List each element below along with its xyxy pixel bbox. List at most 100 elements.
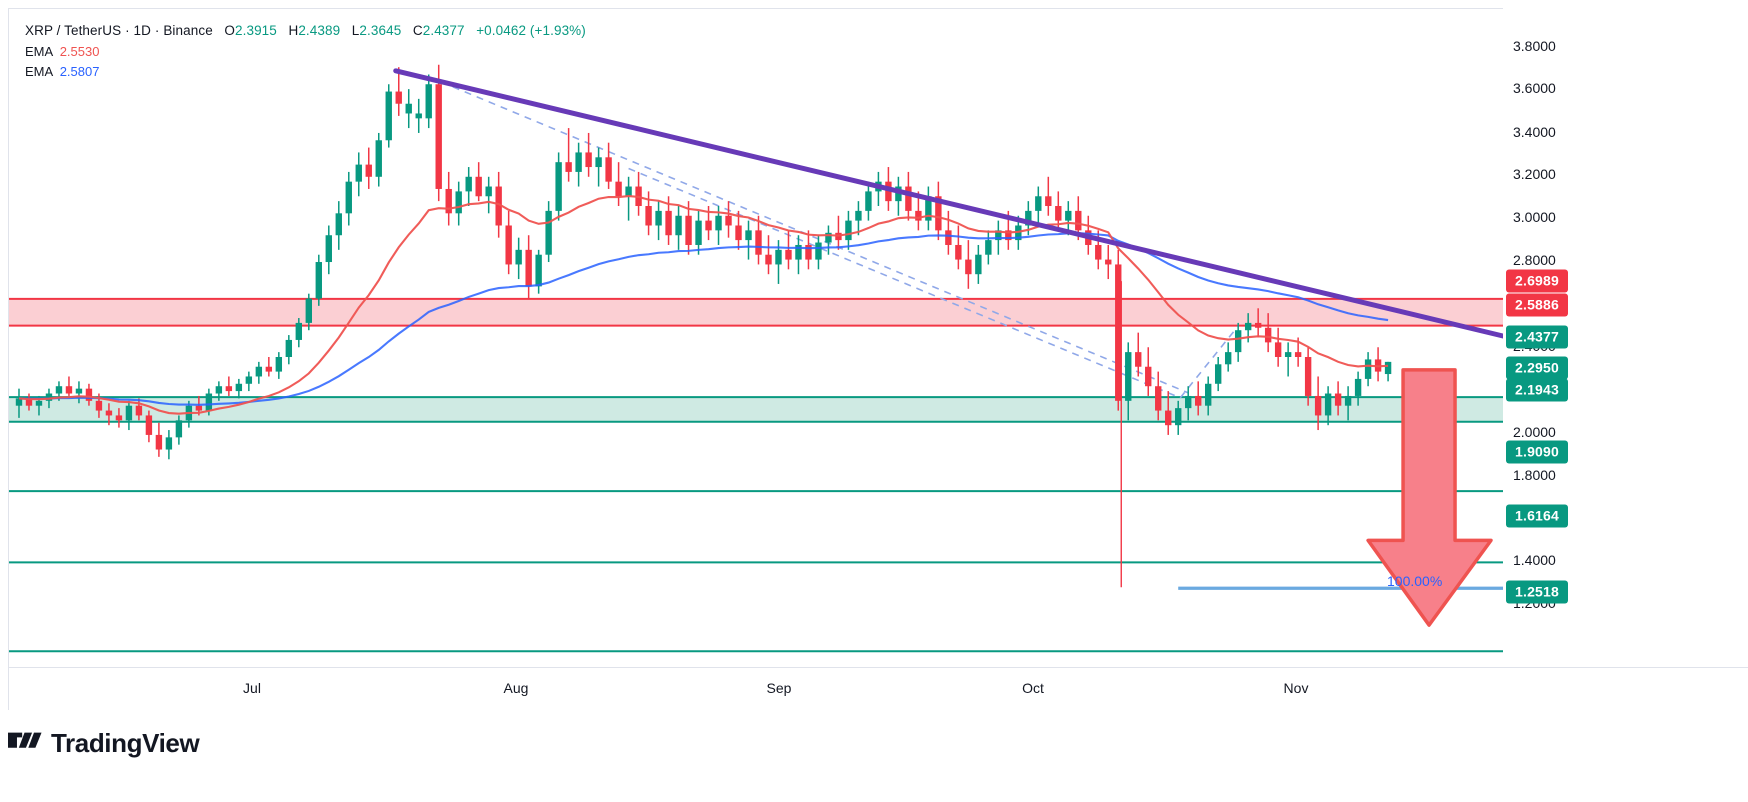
- candle-body: [155, 434, 163, 450]
- price-chart-canvas[interactable]: [9, 9, 1503, 667]
- candle-body: [55, 386, 63, 394]
- ema-slow-label: EMA: [25, 64, 53, 80]
- candle-body: [935, 196, 942, 231]
- candle-body: [745, 230, 752, 241]
- candle-body: [1035, 196, 1042, 211]
- price-tick-label: 3.2000: [1513, 166, 1556, 182]
- symbol-info-row: XRP / TetherUS · 1D · Binance O2.3915 H2…: [25, 21, 586, 41]
- candle-body: [1244, 322, 1252, 331]
- candle-body: [815, 242, 822, 260]
- ema-slow-legend-row[interactable]: EMA 2.5807: [25, 63, 586, 82]
- candle-body: [1324, 393, 1332, 416]
- price-level-badge[interactable]: 2.4377: [1506, 325, 1569, 349]
- zone-support: [9, 397, 1503, 422]
- change-value: +0.0462 (+1.93%): [476, 23, 586, 38]
- time-tick-label: Nov: [1283, 680, 1309, 696]
- candle-body: [1135, 352, 1142, 367]
- candle-body: [575, 152, 582, 172]
- high-key: H: [288, 23, 299, 38]
- price-tick-label: 3.0000: [1513, 209, 1556, 225]
- time-tick-label: Jul: [243, 680, 261, 696]
- candle-body: [1274, 342, 1282, 357]
- candle-body: [615, 181, 622, 197]
- candle-body: [855, 210, 862, 221]
- candle-body: [65, 386, 73, 394]
- candle-body: [545, 210, 552, 255]
- symbol-name[interactable]: XRP / TetherUS: [25, 23, 122, 38]
- candle-body: [945, 230, 952, 245]
- candle-body: [725, 215, 732, 226]
- candle-body: [125, 405, 133, 421]
- price-tick-label: 2.8000: [1513, 252, 1556, 268]
- price-level-badge[interactable]: 2.5886: [1506, 293, 1569, 317]
- candle-body: [825, 232, 832, 243]
- candle-body: [365, 164, 372, 177]
- dashed-channel-lines: [428, 76, 1239, 399]
- candle-body: [1214, 364, 1222, 384]
- candle-body: [455, 191, 462, 214]
- candle-body: [385, 91, 392, 141]
- price-level-badge[interactable]: 1.2518: [1506, 580, 1569, 604]
- candle-body: [25, 398, 33, 406]
- candle-body: [1234, 330, 1242, 353]
- candle-body: [705, 220, 712, 231]
- price-axis[interactable]: 3.80003.60003.40003.20003.00002.80002.40…: [1503, 8, 1748, 668]
- legend-separator-2: ·: [154, 23, 160, 38]
- ema-fast-legend-row[interactable]: EMA 2.5530: [25, 43, 586, 62]
- candle-body: [115, 415, 123, 421]
- candle-body: [265, 366, 273, 372]
- candle-body: [135, 405, 143, 416]
- candle-body: [375, 140, 382, 177]
- candle-body: [205, 393, 213, 411]
- interval-label[interactable]: 1D: [133, 23, 151, 38]
- horizontal-level-lines: [9, 490, 1503, 653]
- bearish-arrow-annotation: [1366, 368, 1493, 627]
- candle-body: [905, 186, 912, 211]
- candle-body: [415, 113, 422, 119]
- candle-body: [715, 215, 722, 231]
- candle-body: [95, 400, 103, 411]
- price-level-badge[interactable]: 1.9090: [1506, 440, 1569, 464]
- ema-fast-value: 2.5530: [59, 43, 100, 59]
- chart-pane[interactable]: XRP / TetherUS · 1D · Binance O2.3915 H2…: [8, 8, 1503, 668]
- candle-body: [1185, 395, 1192, 409]
- candle-body: [735, 225, 742, 241]
- candle-body: [215, 386, 223, 394]
- price-level-badge[interactable]: 1.6164: [1506, 504, 1569, 528]
- price-tick-label: 3.4000: [1513, 124, 1556, 140]
- candle-body: [425, 84, 432, 119]
- candle-body: [555, 162, 562, 211]
- candle-body: [1045, 196, 1052, 207]
- ema-slow-value: 2.5807: [59, 64, 100, 80]
- tradingview-brand-text: TradingView: [51, 728, 200, 758]
- candle-body: [795, 244, 802, 260]
- candle-body: [1264, 327, 1272, 343]
- price-level-badge[interactable]: 2.1943: [1506, 378, 1569, 402]
- candle-body: [625, 186, 632, 197]
- candle-body: [925, 196, 932, 221]
- candle-body: [505, 225, 512, 265]
- close-value: 2.4377: [422, 23, 465, 38]
- candle-body: [145, 415, 153, 435]
- ema-fast-line: [18, 194, 1389, 415]
- candle-body: [685, 215, 692, 245]
- candle-body: [1055, 206, 1062, 221]
- candle-body: [535, 254, 542, 287]
- price-tick-label: 1.8000: [1513, 467, 1556, 483]
- candle-body: [1304, 356, 1312, 396]
- candle-body: [1354, 378, 1362, 396]
- chart-legend: XRP / TetherUS · 1D · Binance O2.3915 H2…: [25, 21, 586, 82]
- time-axis[interactable]: Jul Aug Sep Oct Nov: [8, 668, 1503, 710]
- price-level-badge[interactable]: 2.6989: [1506, 269, 1569, 293]
- price-tick-label: 1.4000: [1513, 552, 1556, 568]
- exchange-label[interactable]: Binance: [163, 23, 213, 38]
- high-value: 2.4389: [298, 23, 341, 38]
- candle-body: [1224, 352, 1232, 365]
- price-level-badge[interactable]: 2.2950: [1506, 356, 1569, 380]
- candle-body: [1095, 244, 1102, 260]
- candle-body: [1314, 395, 1322, 416]
- candle-body: [695, 220, 702, 245]
- candle-body: [295, 322, 303, 340]
- candle-body: [1254, 322, 1262, 328]
- candle-body: [675, 215, 682, 236]
